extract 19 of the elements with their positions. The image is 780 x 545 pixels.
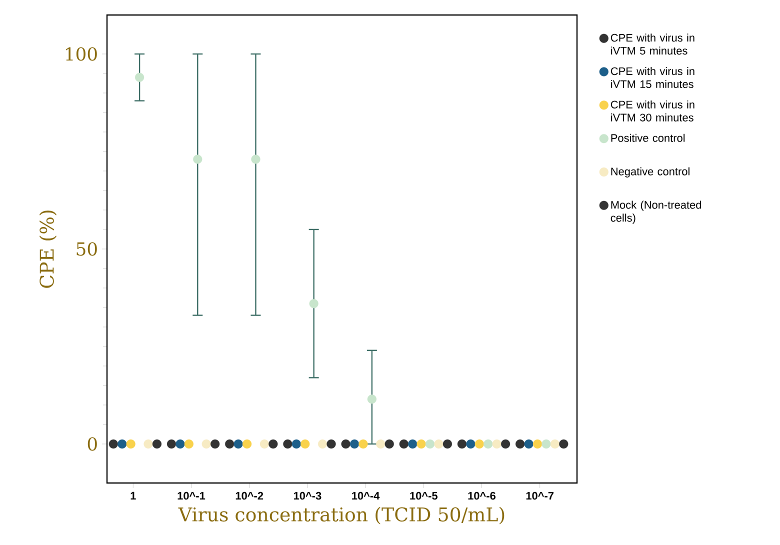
x-tick-label: 10^-1 — [178, 492, 206, 500]
legend-label: CPE with virus in iVTM 5 minutes — [610, 34, 694, 55]
y-axis-title: CPE (%) — [39, 210, 57, 288]
x-tick-label: 10^-5 — [410, 492, 438, 500]
x-tick-label: 1 — [130, 492, 136, 500]
legend-label: Negative control — [611, 167, 690, 178]
x-tick-label: 10^-3 — [294, 492, 322, 500]
legend-label: CPE with virus in iVTM 30 minutes — [610, 100, 694, 122]
y-tick-label: 0 — [88, 437, 97, 451]
y-tick-label: 100 — [66, 47, 97, 61]
y-tick-label: 50 — [76, 242, 97, 256]
x-tick-label: 10^-4 — [352, 492, 380, 500]
x-tick-label: 10^-2 — [236, 492, 264, 500]
x-tick-label: 10^-6 — [468, 492, 496, 500]
legend-label: CPE with virus in iVTM 15 minutes — [610, 67, 694, 88]
legend-label: Mock (Non-treated cells) — [610, 200, 702, 224]
legend-label: Positive control — [611, 134, 685, 142]
x-tick-label: 10^-7 — [526, 492, 554, 500]
x-axis-title: Virus concentration (TCID 50/mL) — [178, 506, 504, 524]
